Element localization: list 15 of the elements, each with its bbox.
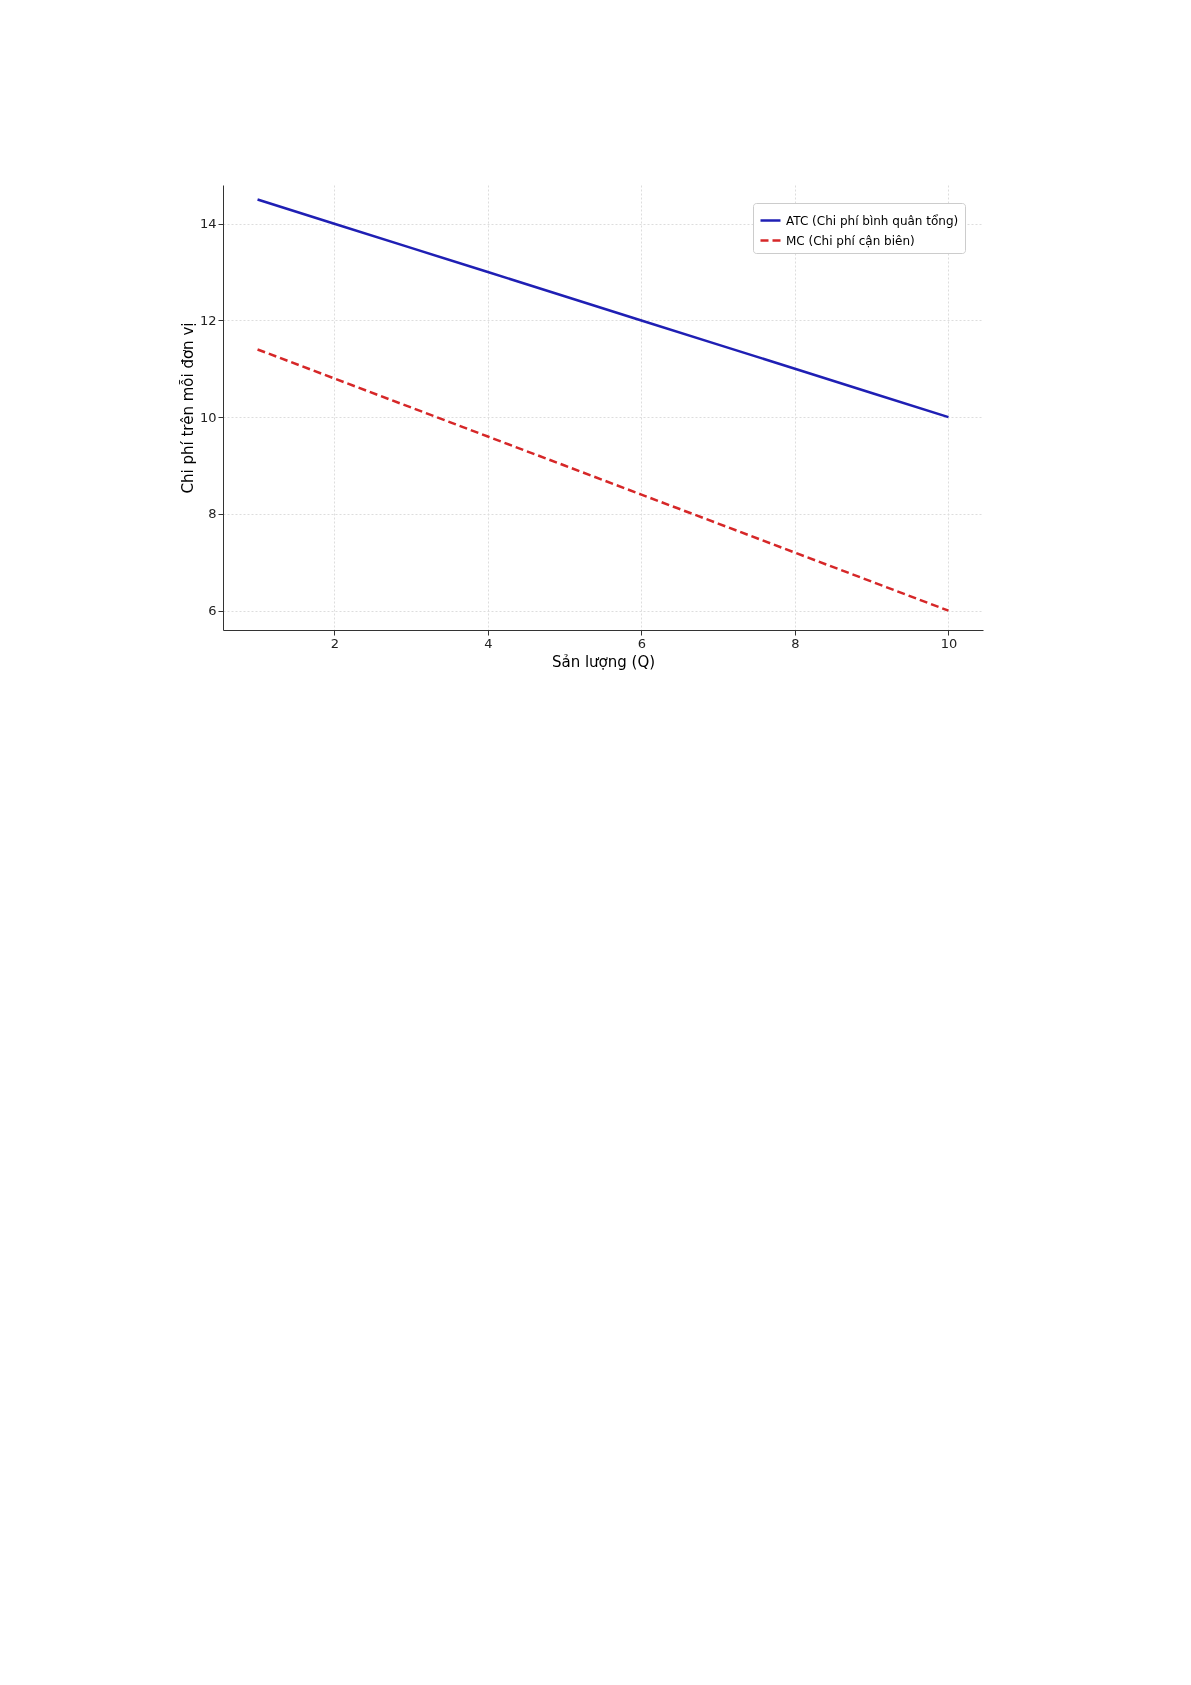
x-tick-label: 6 — [637, 635, 647, 651]
line-series — [256, 348, 950, 612]
x-tick-label: 4 — [484, 635, 493, 651]
y-tick-label: 8 — [208, 506, 217, 522]
x-tick-label: 2 — [330, 635, 339, 651]
y-tick-label: 6 — [208, 603, 217, 619]
legend-label: MC (Chi phí cận biên) — [786, 233, 915, 248]
x-tick-label: 8 — [791, 635, 800, 651]
x-tick-label: 10 — [940, 635, 958, 651]
y-tick-label: 14 — [199, 216, 217, 232]
y-axis-title: Chi phí trên mỗi đơn vị — [178, 322, 197, 494]
legend-label: ATC (Chi phí bình quân tổng) — [786, 213, 959, 228]
y-tick-label: 12 — [199, 312, 217, 328]
x-axis-title: Sản lượng (Q) — [551, 652, 656, 671]
y-tick-label: 10 — [199, 409, 217, 425]
